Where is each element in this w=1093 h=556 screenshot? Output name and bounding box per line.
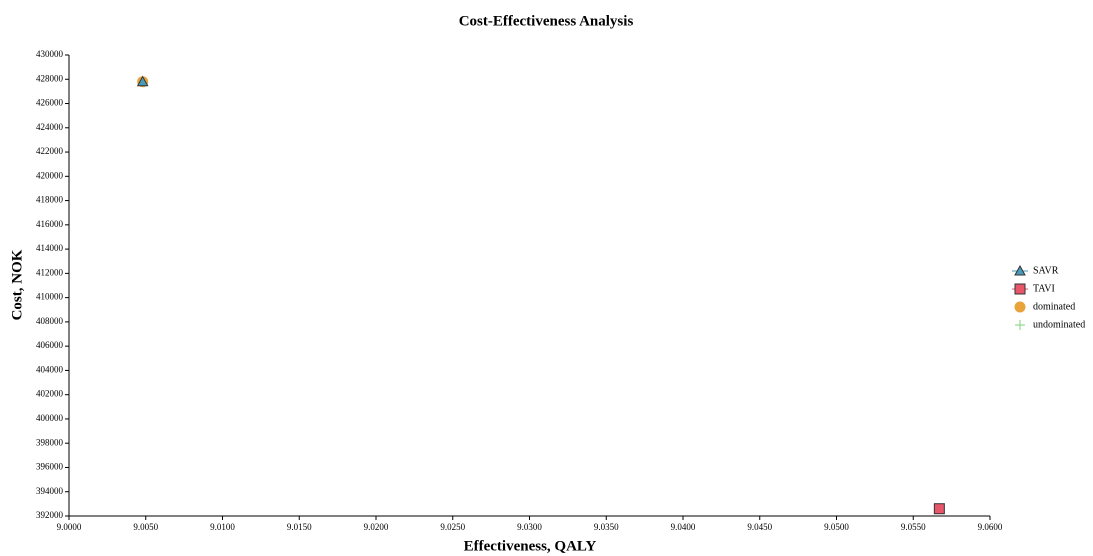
y-tick-label: 416000 bbox=[36, 219, 64, 229]
y-tick-label: 412000 bbox=[36, 267, 64, 277]
y-tick-label: 396000 bbox=[36, 462, 64, 472]
y-tick-label: 406000 bbox=[36, 340, 64, 350]
legend-marker bbox=[1015, 320, 1025, 330]
y-tick-label: 404000 bbox=[36, 364, 64, 374]
y-tick-label: 402000 bbox=[36, 389, 64, 399]
y-tick-label: 428000 bbox=[36, 73, 64, 83]
y-tick-label: 400000 bbox=[36, 413, 64, 423]
y-tick-label: 418000 bbox=[36, 195, 64, 205]
y-tick-label: 398000 bbox=[36, 437, 64, 447]
y-tick-label: 420000 bbox=[36, 170, 64, 180]
legend-label: TAVI bbox=[1033, 283, 1055, 294]
data-point bbox=[933, 503, 945, 515]
legend-label: undominated bbox=[1033, 319, 1085, 330]
x-tick-label: 9.0050 bbox=[133, 522, 158, 532]
y-tick-label: 408000 bbox=[36, 316, 64, 326]
x-tick-label: 9.0100 bbox=[210, 522, 235, 532]
x-tick-label: 9.0350 bbox=[594, 522, 619, 532]
x-tick-label: 9.0450 bbox=[747, 522, 772, 532]
x-tick-label: 9.0500 bbox=[824, 522, 849, 532]
x-tick-label: 9.0300 bbox=[517, 522, 542, 532]
x-tick-label: 9.0400 bbox=[671, 522, 696, 532]
x-tick-label: 9.0600 bbox=[978, 522, 1003, 532]
y-tick-label: 430000 bbox=[36, 49, 64, 59]
legend-marker bbox=[1014, 283, 1026, 295]
x-axis-title: Effectiveness, QALY bbox=[464, 538, 597, 554]
x-tick-label: 9.0550 bbox=[901, 522, 926, 532]
y-tick-label: 426000 bbox=[36, 98, 64, 108]
y-tick-label: 424000 bbox=[36, 122, 64, 132]
y-tick-label: 414000 bbox=[36, 243, 64, 253]
x-tick-label: 9.0150 bbox=[287, 522, 312, 532]
legend-label: dominated bbox=[1033, 301, 1075, 312]
x-tick-label: 9.0000 bbox=[57, 522, 82, 532]
legend-marker bbox=[1014, 301, 1026, 313]
x-tick-label: 9.0200 bbox=[364, 522, 389, 532]
y-tick-label: 410000 bbox=[36, 292, 64, 302]
legend-marker bbox=[1014, 264, 1026, 276]
y-tick-label: 392000 bbox=[36, 510, 64, 520]
x-tick-label: 9.0250 bbox=[440, 522, 465, 532]
legend-label: SAVR bbox=[1033, 265, 1059, 276]
y-axis-title: Cost, NOK bbox=[9, 249, 25, 320]
chart-title: Cost-Effectiveness Analysis bbox=[459, 13, 634, 29]
data-point bbox=[136, 75, 149, 87]
y-tick-label: 422000 bbox=[36, 146, 64, 156]
y-tick-label: 394000 bbox=[36, 486, 64, 496]
